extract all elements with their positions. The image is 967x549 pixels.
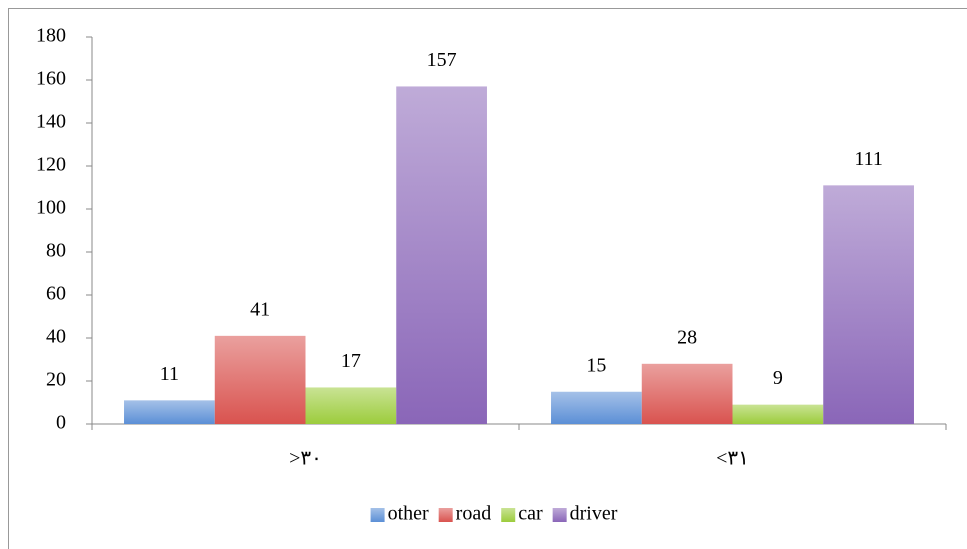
legend-swatch	[552, 508, 567, 522]
chart-frame	[8, 8, 967, 549]
data-label: 17	[341, 350, 361, 372]
x-tick-label: >٣٠	[289, 448, 322, 470]
legend-label: car	[518, 503, 543, 525]
bar	[551, 391, 642, 424]
legend-label: other	[388, 503, 429, 525]
bar	[641, 363, 733, 424]
bar	[396, 86, 487, 424]
y-tick-label: 60	[46, 283, 66, 305]
bar	[305, 387, 397, 424]
legend: other road car driver	[370, 503, 618, 525]
data-label: 11	[160, 363, 179, 385]
y-tick-label: 40	[46, 326, 66, 348]
legend-swatch	[438, 508, 453, 522]
bar	[823, 185, 914, 424]
data-label: 41	[250, 298, 270, 320]
data-label: 157	[427, 49, 457, 71]
legend-swatch	[501, 508, 516, 522]
bar	[732, 404, 824, 424]
data-label: 9	[773, 367, 783, 389]
legend-label: road	[456, 503, 492, 525]
legend-label: driver	[570, 503, 618, 525]
y-tick-label: 80	[46, 240, 66, 262]
y-tick-label: 20	[46, 369, 66, 391]
legend-swatch	[370, 508, 385, 522]
y-tick-label: 180	[36, 25, 66, 47]
y-tick-label: 0	[56, 412, 66, 434]
bar	[214, 335, 306, 424]
bar	[124, 400, 215, 424]
y-tick-label: 160	[36, 68, 66, 90]
x-tick-label: <٣١	[716, 448, 749, 470]
y-tick-label: 100	[36, 197, 66, 219]
data-label: 111	[854, 148, 883, 170]
y-tick-label: 140	[36, 111, 66, 133]
y-tick-label: 120	[36, 154, 66, 176]
data-label: 28	[677, 326, 697, 348]
data-label: 15	[586, 354, 606, 376]
